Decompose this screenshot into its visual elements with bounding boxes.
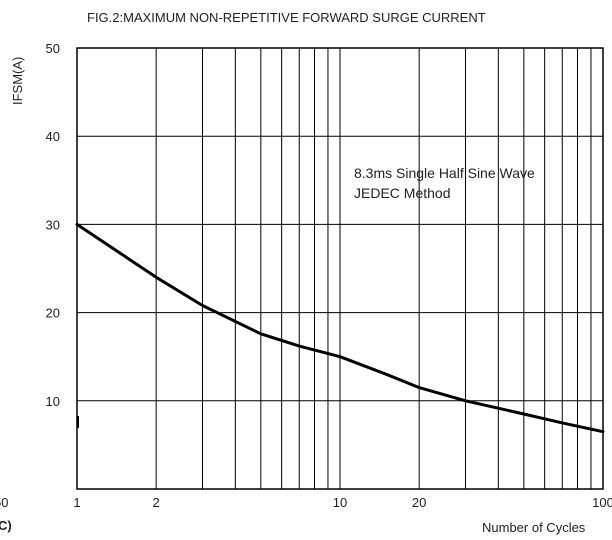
plot-frame — [76, 47, 604, 490]
y-tick-label: 50 — [46, 41, 60, 56]
chart-title: FIG.2:MAXIMUM NON-REPETITIVE FORWARD SUR… — [87, 10, 486, 25]
x-tick-label: 100 — [592, 495, 612, 510]
series-layer — [75, 222, 605, 434]
x-tick-labels: 1 2 10 20 100 — [73, 495, 612, 510]
x-tick-label: 10 — [333, 495, 347, 510]
x-tick-label: 2 — [153, 495, 160, 510]
y-tick-labels: 10 20 30 40 50 — [46, 41, 60, 409]
x-axis-title: Number of Cycles — [482, 520, 586, 535]
cropped-letter: C) — [0, 518, 12, 533]
annotation-line-2: JEDEC Method — [354, 185, 450, 201]
grid — [77, 48, 603, 489]
y-axis-title: IFSM(A) — [10, 57, 25, 105]
annotation-line-1: 8.3ms Single Half Sine Wave — [354, 165, 535, 181]
x-tick-label: 20 — [412, 495, 426, 510]
x-tick-label: 1 — [73, 495, 80, 510]
y-tick-label: 40 — [46, 129, 60, 144]
series-line — [75, 222, 605, 434]
y-tick-label: 30 — [46, 217, 60, 232]
cropped-number: 50 — [0, 495, 8, 510]
y-tick-label: 10 — [46, 394, 60, 409]
y-tick-label: 20 — [46, 306, 60, 321]
